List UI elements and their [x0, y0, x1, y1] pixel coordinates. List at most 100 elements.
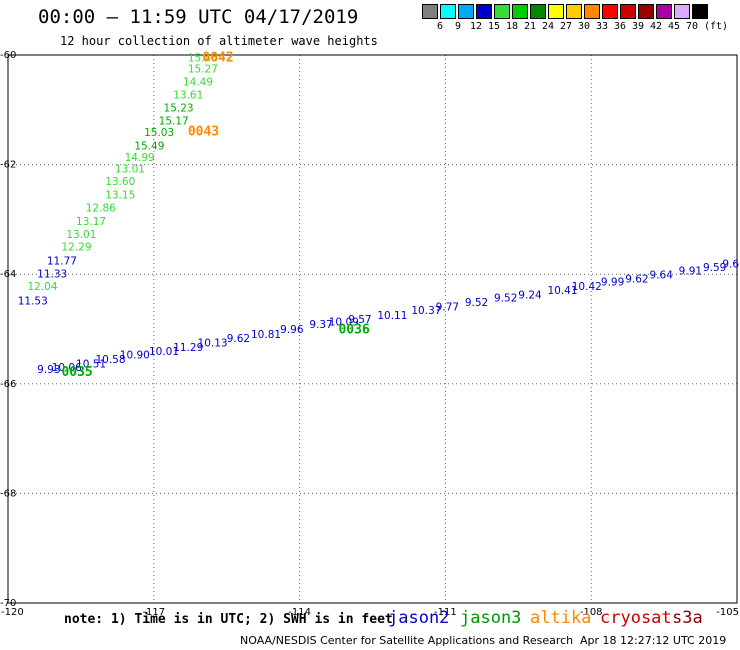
legend-swatch-36: [620, 4, 636, 19]
legend-label-39: 39: [631, 21, 645, 32]
satellite-jason3: jason3: [460, 608, 522, 628]
y-tick-label: -64: [0, 269, 16, 280]
page-title: 00:00 – 11:59 UTC 04/17/2019: [38, 6, 359, 28]
wave-height-label: 10.13: [198, 338, 228, 350]
satellite-jason2: jason2: [388, 608, 450, 628]
wave-height-label: 9.91: [679, 266, 702, 278]
legend-swatch-9: [458, 4, 474, 19]
wave-height-label: 15.03: [144, 127, 174, 139]
wave-height-label: 9.52: [494, 293, 517, 305]
legend-swatch-33: [602, 4, 618, 19]
legend-swatch-6: [440, 4, 456, 19]
wave-height-label: 15.17: [159, 116, 189, 128]
legend-swatch-3: [422, 4, 438, 19]
legend-swatch-18: [512, 4, 528, 19]
legend-swatch-45: [674, 4, 690, 19]
wave-height-label: 14.49: [183, 77, 213, 89]
wave-height-label: 9.62: [625, 273, 648, 285]
legend-swatch-39: [638, 4, 654, 19]
y-tick-label: -62: [0, 160, 16, 171]
legend-label-30: 30: [577, 21, 591, 32]
footer-note: note: 1) Time is in UTC; 2) SWH is in fe…: [64, 612, 393, 627]
wave-height-label: 14.99: [125, 152, 155, 164]
satellite-cryosat: cryosat: [600, 608, 672, 628]
y-tick-label: -66: [0, 379, 16, 390]
y-tick-label: -70: [0, 598, 16, 609]
time-label: 0043: [188, 125, 219, 140]
legend-swatch-30: [584, 4, 600, 19]
y-tick-label: -60: [0, 50, 16, 61]
legend-swatch-27: [566, 4, 582, 19]
x-tick-label: -108: [580, 607, 603, 618]
x-tick-label: -120: [1, 607, 24, 618]
wave-height-label: 9.64: [650, 270, 674, 282]
wave-height-label: 10.37: [411, 305, 441, 317]
wave-height-label: 9.62: [227, 333, 250, 345]
satellite-s3a: s3a: [672, 608, 703, 628]
legend-swatch-21: [530, 4, 546, 19]
legend-label-70: 70: [685, 21, 699, 32]
wave-height-label: 11.33: [37, 268, 67, 280]
x-tick-label: -105: [716, 607, 739, 618]
legend-swatch-15: [494, 4, 510, 19]
wave-height-label: 9.93: [37, 364, 60, 376]
legend-unit: (ft): [704, 21, 729, 32]
wave-height-label: 9.59: [703, 262, 726, 274]
legend-label-6: 6: [436, 21, 444, 32]
wave-height-label: 15.27: [188, 64, 218, 76]
axis-ticks: -120 -117 -114 -111 -108 -105 -60 -62 -64 -66 -68 -…: [0, 50, 739, 618]
legend-label-18: 18: [505, 21, 519, 32]
wave-height-label: 15.23: [164, 102, 194, 114]
time-label: 0036: [338, 322, 369, 337]
legend-label-15: 15: [487, 21, 501, 32]
wave-height-label: 13.15: [105, 190, 135, 202]
wave-height-label: 10.58: [95, 354, 125, 366]
timestamp: Apr 18 12:27:12 UTC 2019: [580, 634, 727, 647]
legend-label-45: 45: [667, 21, 681, 32]
wave-height-label: 9.52: [465, 297, 488, 309]
wave-height-label: 9.96: [280, 324, 304, 336]
legend-label-21: 21: [523, 21, 537, 32]
time-label: 0035: [61, 365, 92, 380]
wave-height-label: 12.29: [61, 242, 91, 254]
wave-height-label: 9.68: [722, 259, 740, 271]
legend-label-36: 36: [613, 21, 627, 32]
legend-label-33: 33: [595, 21, 609, 32]
wave-height-label: 9.37: [309, 319, 332, 331]
wave-height-label: 11.29: [173, 342, 203, 354]
legend-swatch-24: [548, 4, 564, 19]
page-subtitle: 12 hour collection of altimeter wave hei…: [60, 34, 378, 48]
plot-frame: [7, 54, 738, 604]
satellite-altika: altika: [530, 608, 592, 628]
wave-height-label: 13.01: [66, 229, 96, 241]
wave-height-label: 10.90: [120, 350, 150, 362]
wave-height-label: 10.01: [149, 346, 179, 358]
legend-swatch-42: [656, 4, 672, 19]
wave-height-label: 10.09: [329, 317, 359, 329]
wave-height-label: 9.24: [518, 289, 542, 301]
wave-height-label: 10.42: [572, 281, 602, 293]
legend-label-42: 42: [649, 21, 663, 32]
wave-height-label: 10.51: [76, 358, 106, 370]
wave-height-label: 10.11: [377, 310, 407, 322]
wave-height-label: 12.86: [86, 203, 116, 215]
wave-height-label: 13.17: [76, 216, 106, 228]
wave-height-label: 11.77: [47, 255, 77, 267]
wave-height-label: 9.99: [601, 277, 624, 289]
time-label: 0042: [202, 51, 233, 66]
x-tick-label: -114: [288, 607, 311, 618]
wave-height-label: 15.49: [134, 140, 164, 152]
wave-height-label: 11.53: [18, 295, 48, 307]
credit-text: NOAA/NESDIS Center for Satellite Applica…: [240, 634, 574, 647]
wave-height-label: 13.60: [105, 176, 135, 188]
legend-label-12: 12: [469, 21, 483, 32]
x-tick-label: -117: [142, 607, 165, 618]
x-tick-label: -111: [434, 607, 457, 618]
legend-label-24: 24: [541, 21, 555, 32]
grid-lines: [8, 55, 737, 603]
wave-height-label: 10.41: [547, 285, 577, 297]
wave-height-label: 13.61: [173, 89, 203, 101]
wave-height-label: 10.81: [251, 329, 281, 341]
